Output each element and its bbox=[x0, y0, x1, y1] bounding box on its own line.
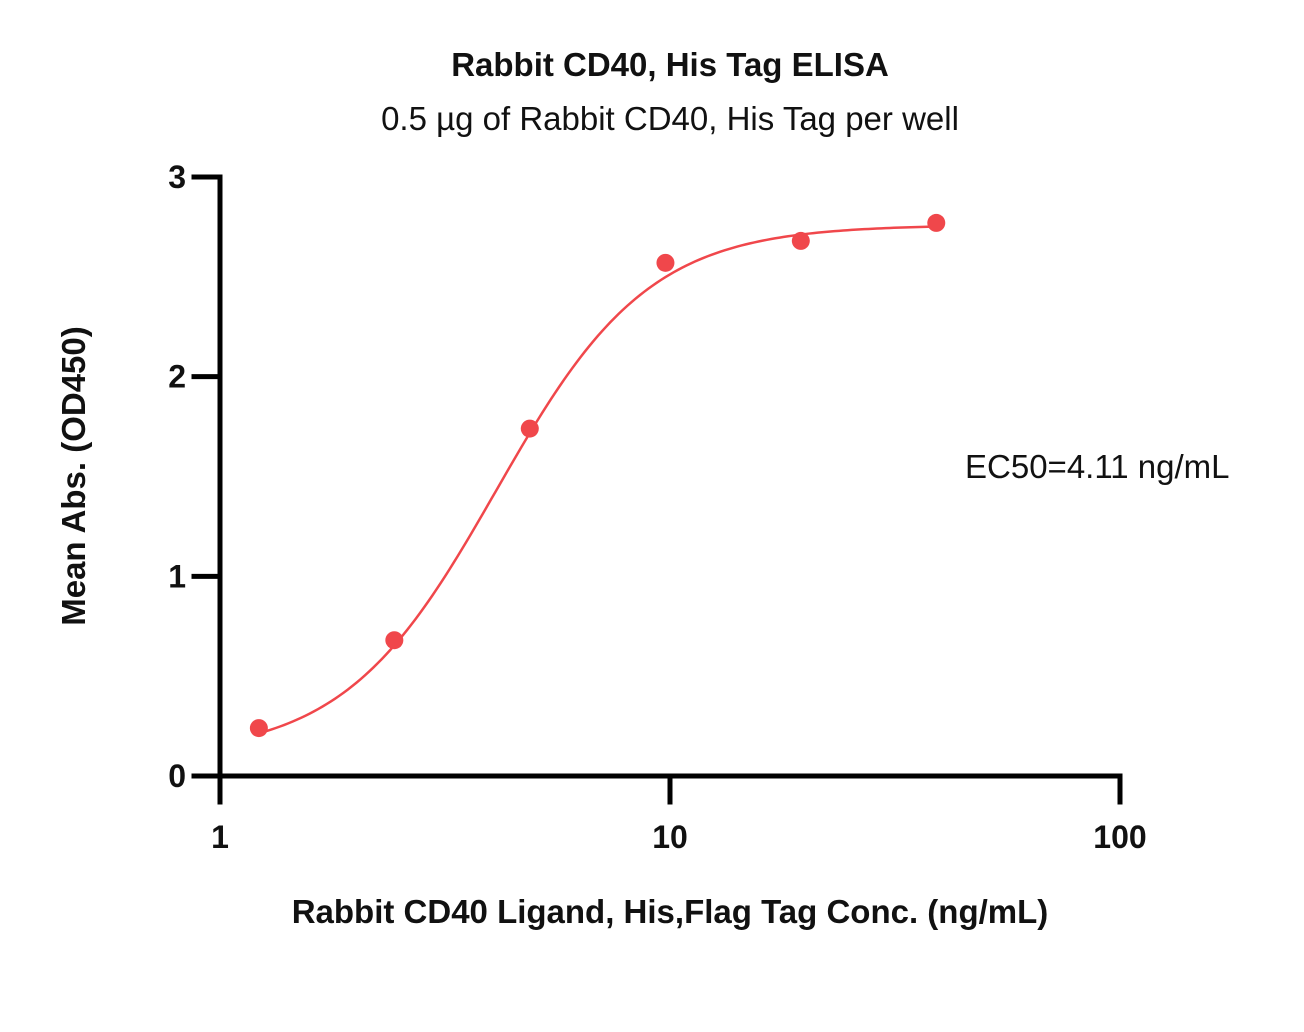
x-tick-label: 100 bbox=[1093, 819, 1146, 855]
fit-curve bbox=[258, 225, 937, 735]
x-axis-label: Rabbit CD40 Ligand, His,Flag Tag Conc. (… bbox=[291, 893, 1049, 930]
ec50-annotation: EC50=4.11 ng/mL bbox=[965, 448, 1230, 485]
data-points bbox=[249, 213, 946, 738]
chart-title: Rabbit CD40, His Tag ELISA bbox=[451, 46, 889, 83]
chart-subtitle: 0.5 µg of Rabbit CD40, His Tag per well bbox=[381, 100, 959, 137]
y-tick-label: 0 bbox=[168, 758, 186, 794]
y-tick-label: 1 bbox=[168, 558, 186, 594]
y-tick-label: 3 bbox=[168, 159, 186, 195]
y-tick-label: 2 bbox=[168, 359, 186, 395]
x-tick-label: 10 bbox=[652, 819, 688, 855]
data-point bbox=[249, 719, 268, 738]
data-point bbox=[927, 213, 946, 232]
data-point bbox=[385, 631, 404, 650]
data-point bbox=[791, 231, 810, 250]
fit-curve-layer bbox=[258, 225, 937, 735]
x-tick-label: 1 bbox=[211, 819, 229, 855]
data-point bbox=[520, 419, 539, 438]
data-point bbox=[656, 253, 675, 272]
